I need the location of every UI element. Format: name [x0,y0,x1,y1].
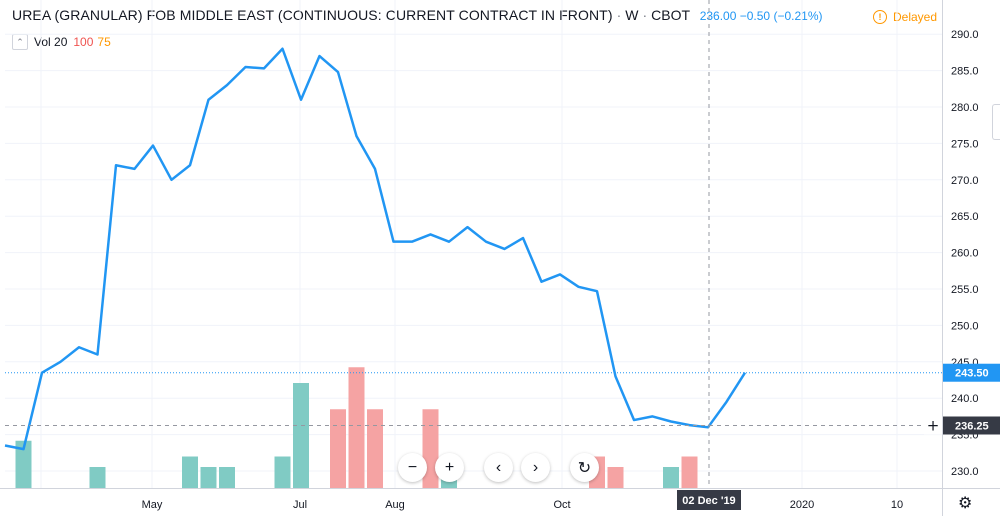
y-tick-label: 275.0 [951,138,979,150]
volume-value-1: 100 [73,35,94,49]
y-tick-label: 270.0 [951,175,979,187]
delayed-label: Delayed [893,10,938,24]
y-tick-label: 285.0 [951,66,979,78]
last-price-readout: 236.00 −0.50 (−0.21%) [700,9,823,23]
y-tick-label: 250.0 [951,320,979,332]
last-price-label: 243.50 [955,368,989,380]
volume-bar [607,467,624,488]
chart-header: UREA (GRANULAR) FOB MIDDLE EAST (CONTINU… [12,7,823,23]
scroll-left-button[interactable]: ‹ [484,453,513,482]
y-tick-label: 260.0 [951,248,979,260]
volume-bar [200,467,217,488]
volume-value-2: 75 [97,35,111,49]
price-change: −0.50 [739,9,771,23]
volume-bar [89,467,106,488]
crosshair-plus-icon: + [927,417,940,435]
scroll-right-button[interactable]: › [521,453,550,482]
last-price-label-box [943,363,1000,382]
x-tick-label: May [142,499,163,511]
y-tick-label: 255.0 [951,284,979,296]
zoom-in-button[interactable]: + [435,453,464,482]
y-tick-label: 230.0 [951,466,979,478]
y-tick-label: 265.0 [951,211,979,223]
crosshair-price-label-box [943,416,1000,435]
x-tick-label: Aug [385,499,405,511]
volume-bar [348,367,365,488]
zoom-out-button[interactable]: − [398,453,427,482]
symbol-title[interactable]: UREA (GRANULAR) FOB MIDDLE EAST (CONTINU… [12,7,613,23]
exchange-label: CBOT [651,7,690,23]
crosshair-price-label: 236.25 [955,421,989,433]
price-line [4,47,747,451]
x-tick-label: Oct [553,499,570,511]
volume-bar [274,456,291,488]
price-change-pct: (−0.21%) [773,9,823,23]
settings-gear-icon[interactable]: ⚙ [958,495,973,512]
crosshair-date-label-box [677,490,741,510]
interval-label[interactable]: W [625,7,639,23]
volume-bar [367,409,383,488]
reset-chart-button[interactable]: ↻ [570,453,599,482]
y-tick-label: 290.0 [951,29,979,41]
volume-bar [182,456,198,488]
x-tick-label: 2020 [790,499,814,511]
x-tick-label: Jul [293,499,307,511]
delayed-badge[interactable]: ! Delayed [873,10,937,24]
volume-bar [330,409,346,488]
crosshair-add-box [924,416,942,435]
volume-legend: ⌃ Vol 20 100 75 [12,34,111,50]
volume-bar [681,456,698,488]
crosshair-date-label: 02 Dec '19 [682,495,735,507]
side-panel-handle[interactable] [992,104,1000,140]
y-tick-label: 280.0 [951,102,979,114]
volume-bar [293,383,309,488]
x-tick-label: 10 [891,499,903,511]
volume-bar [219,467,235,488]
volume-indicator-label[interactable]: Vol 20 [34,35,68,49]
volume-bar [663,467,679,488]
chart-navigation-controls: − + ‹ › ↻ [398,453,599,482]
y-tick-label: 240.0 [951,393,979,405]
volume-bar [15,440,32,488]
warning-icon: ! [873,10,887,24]
